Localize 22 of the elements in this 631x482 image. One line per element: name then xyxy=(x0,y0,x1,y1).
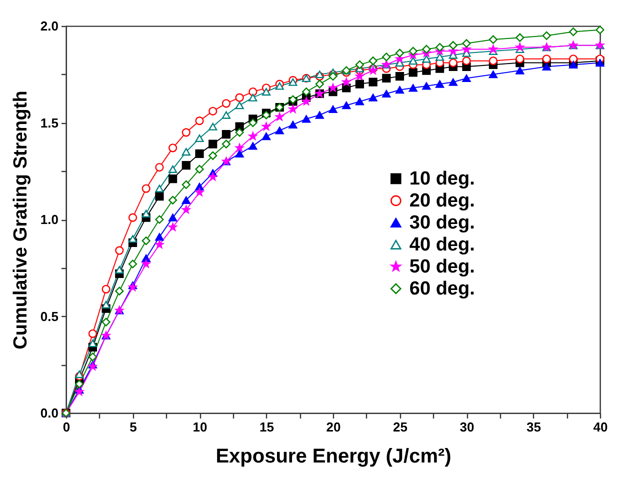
x-tick-label: 25 xyxy=(393,420,408,434)
legend-label: 50 deg. xyxy=(409,256,475,278)
x-tick-label: 40 xyxy=(593,420,608,434)
legend-label: 60 deg. xyxy=(409,278,475,300)
y-tick-label: 0.0 xyxy=(40,406,58,420)
x-tick-label: 30 xyxy=(460,420,474,434)
y-tick-label: 1.5 xyxy=(40,115,58,130)
y-tick-label: 1.0 xyxy=(40,212,58,227)
x-tick-label: 0 xyxy=(62,420,70,434)
x-tick-label: 35 xyxy=(526,420,541,434)
x-tick-label: 5 xyxy=(130,420,137,434)
legend-label: 20 deg. xyxy=(409,190,475,212)
x-tick-label: 10 xyxy=(192,420,208,434)
x-tick-label: 15 xyxy=(260,420,274,434)
y-tick-label: 2.0 xyxy=(40,18,58,34)
legend-label: 30 deg. xyxy=(409,212,475,234)
y-axis-title: Cumulative Grating Strength xyxy=(10,90,32,350)
legend-label: 10 deg. xyxy=(409,168,475,190)
y-tick-label: 0.5 xyxy=(40,308,58,324)
x-tick-label: 20 xyxy=(326,420,341,434)
x-axis-title: Exposure Energy (J/cm²) xyxy=(216,446,452,468)
legend-label: 40 deg. xyxy=(409,234,475,256)
